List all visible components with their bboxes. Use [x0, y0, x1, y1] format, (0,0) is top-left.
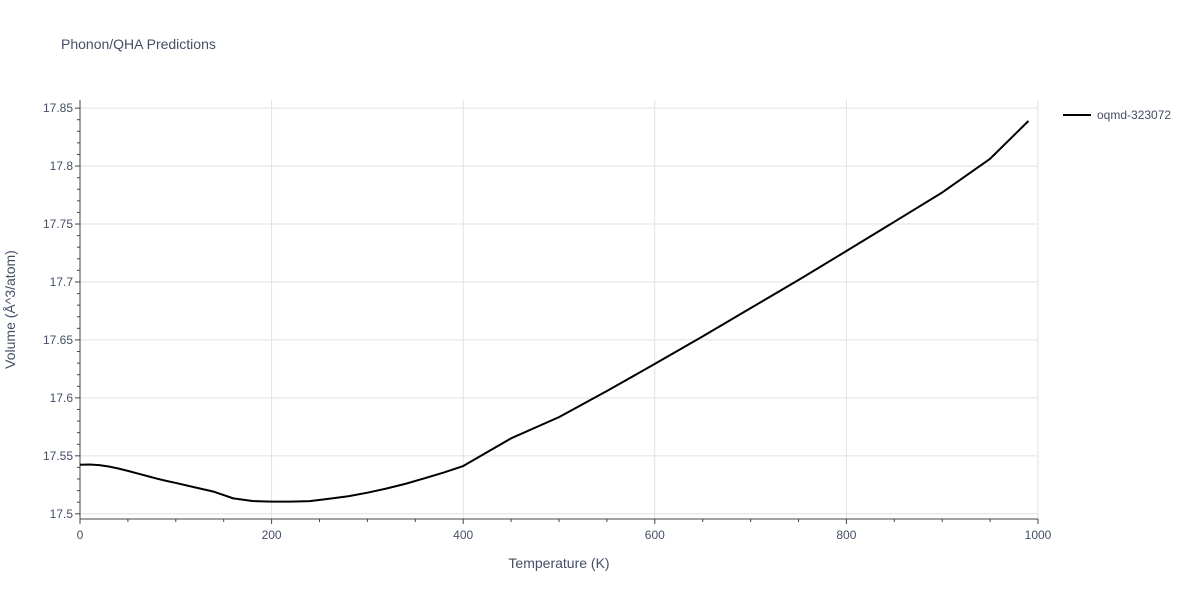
y-axis-title: Volume (Å^3/atom)	[2, 250, 18, 369]
legend-label[interactable]: oqmd-323072	[1097, 108, 1171, 122]
legend[interactable]: oqmd-323072	[1063, 108, 1171, 122]
axis-layer: 0 200 400 600 800 1000 17.5 17.55 17.6 17.65 17.7 1…	[43, 100, 1052, 542]
y-tick-label: 17.6	[50, 391, 74, 405]
y-tick-label: 17.75	[43, 217, 73, 231]
x-tick-label: 0	[77, 528, 84, 542]
y-tick-label: 17.65	[43, 333, 73, 347]
x-tick-label: 600	[645, 528, 665, 542]
series-line-oqmd-323072[interactable]	[79, 120, 1030, 503]
y-tick-label: 17.5	[50, 507, 74, 521]
series-layer[interactable]	[79, 120, 1030, 503]
chart-title: Phonon/QHA Predictions	[61, 36, 216, 52]
grid-layer	[80, 100, 1039, 519]
y-tick-label: 17.8	[50, 159, 74, 173]
x-axis-title: Temperature (K)	[508, 555, 609, 571]
x-tick-label: 800	[836, 528, 856, 542]
y-tick-label: 17.7	[50, 275, 74, 289]
x-tick-label: 200	[262, 528, 282, 542]
y-tick-label: 17.55	[43, 449, 73, 463]
x-tick-label: 1000	[1025, 528, 1052, 542]
y-tick-label: 17.85	[43, 101, 73, 115]
x-tick-label: 400	[453, 528, 473, 542]
